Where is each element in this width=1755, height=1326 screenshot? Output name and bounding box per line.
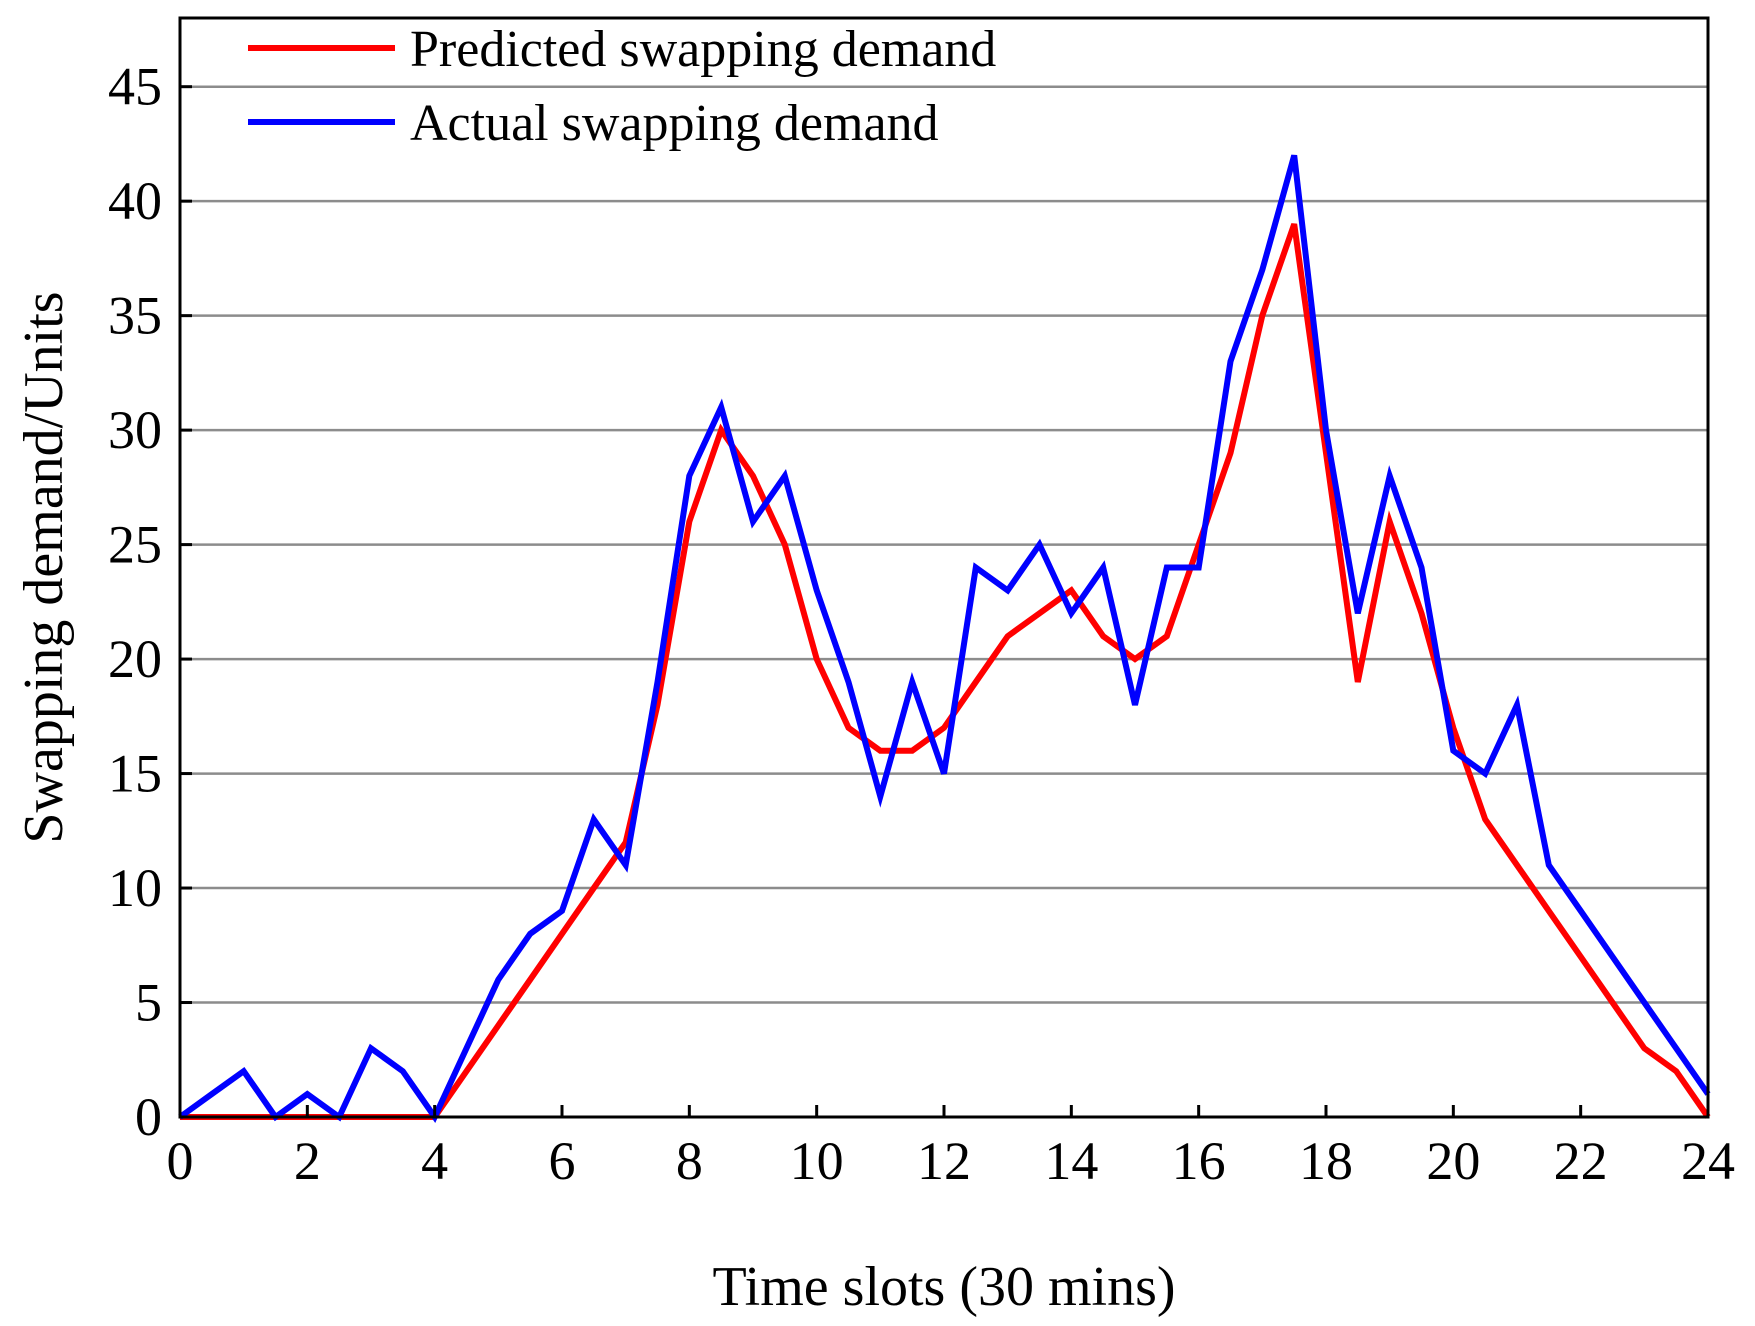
series-line-actual <box>178 154 1711 1124</box>
grid-lines <box>180 85 1708 1004</box>
legend: Predicted swapping demand Actual swappin… <box>248 21 996 152</box>
y-tick-label: 10 <box>108 858 162 918</box>
x-tick-label: 24 <box>1681 1131 1735 1191</box>
series-lines <box>178 154 1711 1124</box>
x-tick-label: 6 <box>549 1131 576 1191</box>
x-tick-label: 20 <box>1426 1131 1480 1191</box>
x-tick-label: 8 <box>676 1131 703 1191</box>
y-tick-label: 30 <box>108 400 162 460</box>
y-tick-label: 20 <box>108 629 162 689</box>
y-axis-title: Swapping demand/Units <box>13 291 75 843</box>
x-tick-label: 2 <box>294 1131 321 1191</box>
x-tick-label: 4 <box>421 1131 448 1191</box>
legend-label-actual: Actual swapping demand <box>410 95 939 152</box>
legend-label-predicted: Predicted swapping demand <box>410 21 996 78</box>
y-tick-label: 5 <box>135 973 162 1033</box>
x-tick-label: 14 <box>1044 1131 1098 1191</box>
y-tick-label: 40 <box>108 171 162 231</box>
y-tick-label: 15 <box>108 744 162 804</box>
x-tick-label: 18 <box>1299 1131 1353 1191</box>
y-tick-label: 0 <box>135 1087 162 1147</box>
x-tick-label: 16 <box>1172 1131 1226 1191</box>
x-tick-label: 12 <box>917 1131 971 1191</box>
x-tick-label: 10 <box>790 1131 844 1191</box>
plot-frame <box>178 16 1710 1119</box>
y-tick-label: 35 <box>108 286 162 346</box>
series-line-predicted <box>180 223 1711 1120</box>
y-tick-label: 25 <box>108 515 162 575</box>
x-axis-title: Time slots (30 mins) <box>712 1256 1175 1318</box>
x-tick-label: 22 <box>1554 1131 1608 1191</box>
y-tick-label: 45 <box>108 57 162 117</box>
x-tick-label: 0 <box>167 1131 194 1191</box>
